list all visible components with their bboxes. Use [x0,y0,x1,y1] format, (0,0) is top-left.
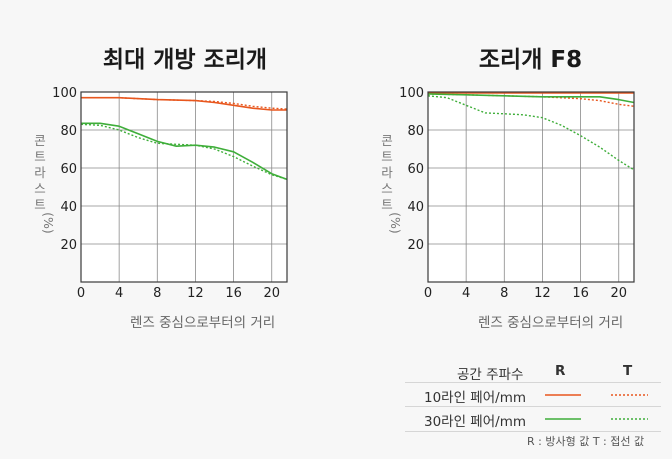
plot-area [428,92,634,282]
y-tick-label: 80 [407,124,424,139]
x-tick-label: 16 [572,286,589,301]
legend-header-tangential: T [623,363,633,379]
series-line-10-t [81,96,288,110]
legend-divider [405,406,661,407]
x-tick-label: 0 [424,286,432,301]
y-tick-label: 40 [60,200,77,215]
x-tick-label: 8 [500,286,508,301]
y-tick-label: 20 [407,238,424,253]
x-tick-label: 12 [187,286,204,301]
chart-title-left: 최대 개방 조리개 [102,47,268,73]
legend-label-10lp: 10라인 페어/mm [424,390,526,406]
x-axis-label-right: 렌즈 중심으로부터의 거리 [478,315,624,331]
legend-swatches [545,394,648,420]
legend-header-radial: R [555,363,566,379]
plot-frame [80,91,288,283]
x-tick-label: 12 [534,286,551,301]
chart-title-right: 조리개 F8 [478,47,583,73]
y-tick-label: 100 [399,86,424,101]
series-line-30-r [81,122,288,181]
x-tick-label: 16 [225,286,242,301]
x-tick-label: 0 [77,286,85,301]
y-tick-label: 40 [407,200,424,215]
series-line-10-r [81,96,287,111]
x-tick-label: 4 [115,286,123,301]
plot-area [81,92,287,282]
series-line-30-t [427,95,635,171]
y-tick-label: 20 [60,238,77,253]
y-tick-label: 100 [52,86,77,101]
x-axis-label-left: 렌즈 중심으로부터의 거리 [130,315,276,331]
legend-header-label: 공간 주파수 [457,367,524,383]
y-tick-label: 60 [407,162,424,177]
x-tick-label: 8 [153,286,161,301]
x-tick-label: 20 [263,286,280,301]
plot-frame [427,91,635,283]
legend-label-30lp: 30라인 페어/mm [424,414,526,430]
y-axis-label-unit: (%) [388,212,403,234]
legend-divider [405,431,661,432]
legend-note: R : 방사형 값 T : 접선 값 [527,435,645,448]
y-axis-label-unit: (%) [41,212,56,234]
legend-divider [405,382,661,383]
y-tick-label: 60 [60,162,77,177]
x-tick-label: 4 [462,286,470,301]
y-tick-label: 80 [60,124,77,139]
series-line-30-r [427,93,635,104]
x-tick-label: 20 [610,286,627,301]
